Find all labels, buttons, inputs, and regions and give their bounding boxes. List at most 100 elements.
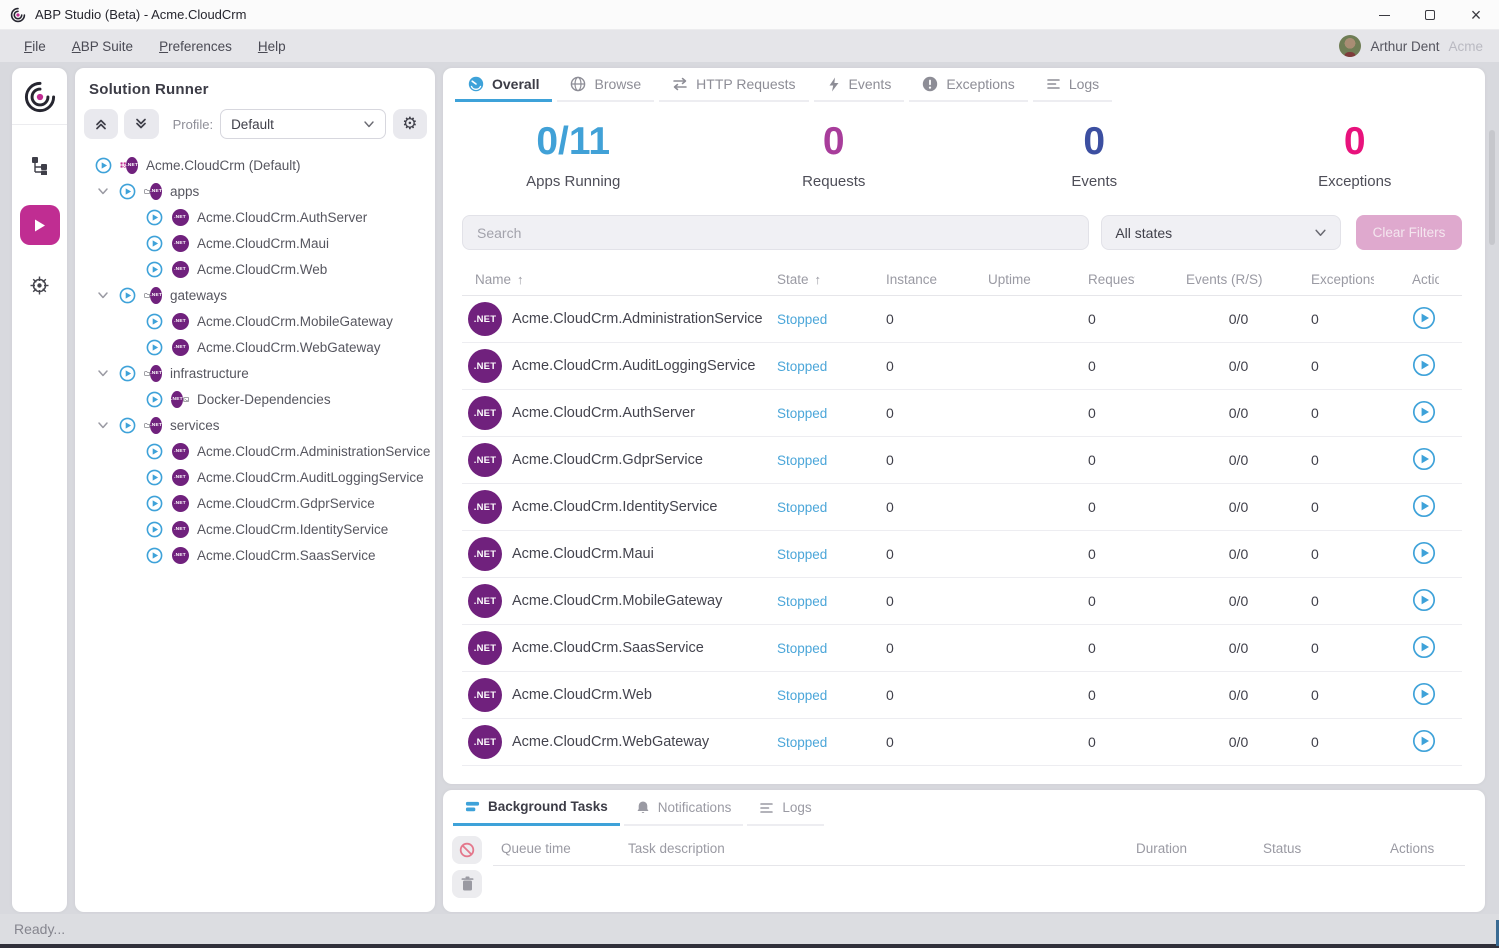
run-service-button[interactable] (1412, 494, 1436, 518)
table-row[interactable]: .NET Acme.CloudCrm.IdentityService Stopp… (462, 484, 1462, 531)
play-circle-icon[interactable] (146, 313, 163, 330)
column-name[interactable]: Name ↑ (475, 272, 524, 287)
play-circle-icon (1412, 494, 1436, 517)
play-circle-icon[interactable] (146, 391, 163, 408)
column-task-description: Task description (628, 841, 725, 856)
profile-settings-button[interactable]: ⚙ (392, 109, 428, 139)
play-circle-icon[interactable] (146, 261, 163, 278)
menu-help[interactable]: Help (257, 38, 286, 54)
tree-item[interactable]: .NET Acme.CloudCrm.WebGateway (75, 334, 435, 360)
play-circle-icon[interactable] (146, 469, 163, 486)
tree-item[interactable]: .NET Acme.CloudCrm.AdministrationService (75, 438, 435, 464)
tab-logs-bottom[interactable]: Logs (747, 800, 824, 826)
table-row[interactable]: .NET Acme.CloudCrm.Web Stopped 0 0 0/0 0 (462, 672, 1462, 719)
run-service-button[interactable] (1412, 353, 1436, 377)
tree-item[interactable]: .NET Acme.CloudCrm (Default) (75, 152, 435, 178)
tree-item[interactable]: .NET Acme.CloudCrm.AuthServer (75, 204, 435, 230)
dotnet-icon: .NET (171, 338, 189, 356)
solution-explorer-button[interactable] (20, 147, 60, 183)
tree-item[interactable]: .NET Acme.CloudCrm.Maui (75, 230, 435, 256)
tree-item[interactable]: .NET apps (75, 178, 435, 204)
tree-item[interactable]: .NET gateways (75, 282, 435, 308)
tree-item[interactable]: .NET Acme.CloudCrm.GdprService (75, 490, 435, 516)
play-circle-icon[interactable] (119, 417, 136, 434)
run-service-button[interactable] (1412, 729, 1436, 753)
table-row[interactable]: .NET Acme.CloudCrm.MobileGateway Stopped… (462, 578, 1462, 625)
table-row[interactable]: .NET Acme.CloudCrm.AdministrationService… (462, 296, 1462, 343)
run-service-button[interactable] (1412, 541, 1436, 565)
tab-events[interactable]: Events (813, 68, 905, 102)
dotnet-icon: .NET (171, 390, 183, 408)
table-row[interactable]: .NET Acme.CloudCrm.GdprService Stopped 0… (462, 437, 1462, 484)
menu-preferences[interactable]: Preferences (159, 38, 232, 54)
tree-item[interactable]: .NET Acme.CloudCrm.SaasService (75, 542, 435, 568)
column-state[interactable]: State ↑ (777, 272, 822, 287)
solution-runner-button[interactable] (19, 205, 60, 245)
play-circle-icon[interactable] (146, 443, 163, 460)
user-menu[interactable]: Arthur Dent Acme (1339, 30, 1483, 62)
tree-item[interactable]: .NET services (75, 412, 435, 438)
dotnet-icon: .NET (150, 364, 162, 382)
run-service-button[interactable] (1412, 447, 1436, 471)
state-filter-select[interactable]: All states (1101, 215, 1342, 250)
run-service-button[interactable] (1412, 635, 1436, 659)
maximize-button[interactable] (1407, 0, 1453, 30)
profile-select[interactable]: Default (220, 109, 386, 139)
play-circle-icon[interactable] (119, 183, 136, 200)
play-circle-icon[interactable] (146, 547, 163, 564)
menu-abp-suite[interactable]: ABP Suite (71, 38, 134, 54)
dotnet-icon: .NET (468, 443, 502, 477)
tab-notifications[interactable]: Notifications (623, 800, 744, 826)
play-circle-icon[interactable] (119, 287, 136, 304)
chevron-down-icon[interactable] (95, 417, 111, 433)
play-circle-icon[interactable] (95, 157, 112, 174)
collapse-all-button[interactable] (84, 109, 119, 139)
vertical-scrollbar[interactable] (1489, 130, 1495, 245)
close-button[interactable]: × (1453, 0, 1499, 30)
chevron-down-icon[interactable] (95, 183, 111, 199)
run-service-button[interactable] (1412, 306, 1436, 330)
tab-exceptions[interactable]: Exceptions (909, 68, 1028, 102)
play-circle-icon[interactable] (146, 495, 163, 512)
column-requests: Requests (1088, 272, 1135, 287)
play-circle-icon (1412, 635, 1436, 658)
table-row[interactable]: .NET Acme.CloudCrm.AuditLoggingService S… (462, 343, 1462, 390)
tab-logs[interactable]: Logs (1032, 68, 1113, 102)
play-circle-icon[interactable] (146, 339, 163, 356)
tree-item[interactable]: .NET Acme.CloudCrm.Web (75, 256, 435, 282)
run-service-button[interactable] (1412, 400, 1436, 424)
events-value: 0/0 (1228, 734, 1249, 750)
menu-file[interactable]: File (24, 38, 46, 54)
tree-item[interactable]: .NET infrastructure (75, 360, 435, 386)
minimize-button[interactable] (1361, 0, 1407, 30)
tab-browse[interactable]: Browse (557, 68, 655, 102)
clear-filters-button[interactable]: Clear Filters (1356, 215, 1462, 250)
play-circle-icon[interactable] (119, 365, 136, 382)
table-row[interactable]: .NET Acme.CloudCrm.AuthServer Stopped 0 … (462, 390, 1462, 437)
tree-item[interactable]: .NET Acme.CloudCrm.MobileGateway (75, 308, 435, 334)
run-service-button[interactable] (1412, 682, 1436, 706)
expand-all-button[interactable] (124, 109, 159, 139)
table-row[interactable]: .NET Acme.CloudCrm.SaasService Stopped 0… (462, 625, 1462, 672)
play-circle-icon[interactable] (146, 235, 163, 252)
kubernetes-button[interactable] (20, 267, 60, 303)
tab-background-tasks[interactable]: Background Tasks (453, 799, 620, 826)
tab-overall[interactable]: Overall (455, 68, 553, 102)
table-row[interactable]: .NET Acme.CloudCrm.Maui Stopped 0 0 0/0 … (462, 531, 1462, 578)
tree-item[interactable]: .NET Docker-Dependencies (75, 386, 435, 412)
chevron-down-icon[interactable] (95, 365, 111, 381)
tree-item[interactable]: .NET Acme.CloudCrm.AuditLoggingService (75, 464, 435, 490)
search-input[interactable] (462, 215, 1090, 250)
run-service-button[interactable] (1412, 588, 1436, 612)
tree-item[interactable]: .NET Acme.CloudCrm.IdentityService (75, 516, 435, 542)
stat-apps-running: 0/11 Apps Running (443, 108, 704, 203)
clear-tasks-button[interactable] (452, 870, 482, 898)
play-circle-icon[interactable] (146, 209, 163, 226)
dotnet-icon: .NET (171, 546, 189, 564)
play-circle-icon[interactable] (146, 521, 163, 538)
tab-http-requests[interactable]: HTTP Requests (659, 68, 809, 102)
chevron-down-icon[interactable] (95, 287, 111, 303)
table-row[interactable]: .NET Acme.CloudCrm.WebGateway Stopped 0 … (462, 719, 1462, 766)
cancel-tasks-button[interactable] (452, 836, 482, 864)
dotnet-icon: .NET (468, 537, 502, 571)
